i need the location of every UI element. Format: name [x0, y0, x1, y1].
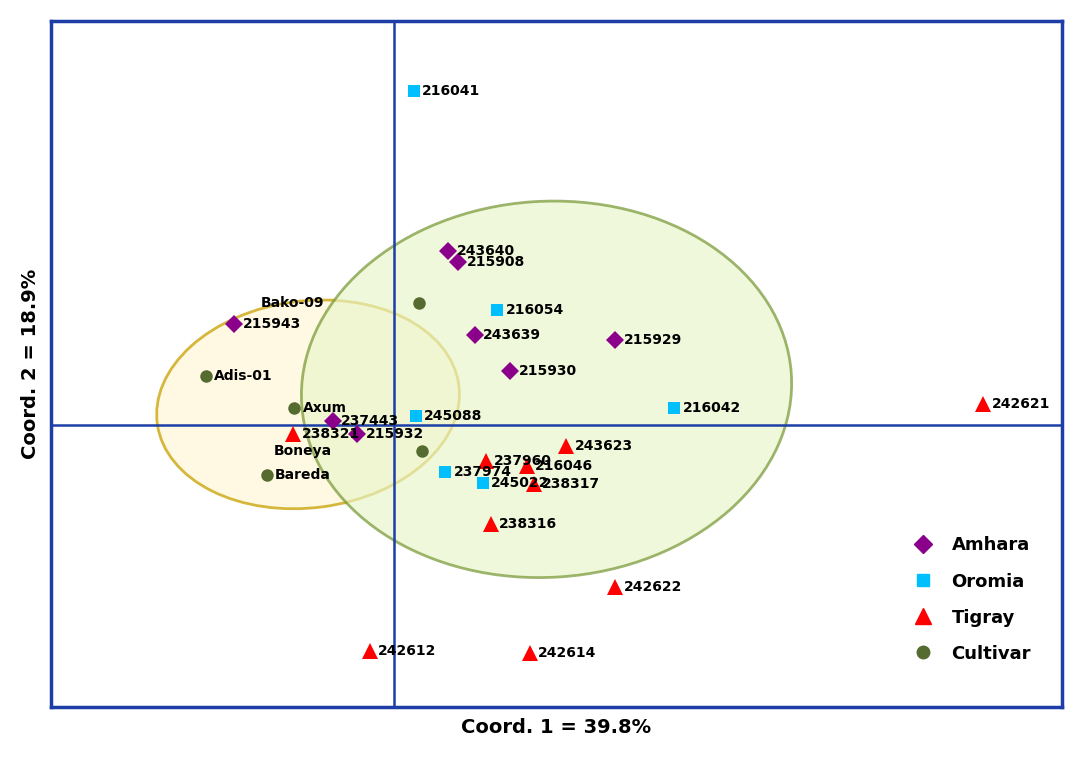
Legend: Amhara, Oromia, Tigray, Cultivar: Amhara, Oromia, Tigray, Cultivar [882, 515, 1053, 684]
Text: 215930: 215930 [518, 365, 577, 378]
Text: 215908: 215908 [466, 255, 525, 269]
Text: 216054: 216054 [506, 303, 564, 318]
Text: 216041: 216041 [423, 84, 480, 99]
Text: 237443: 237443 [340, 415, 399, 428]
Text: Axum: Axum [302, 401, 347, 415]
Text: Bareda: Bareda [275, 468, 331, 482]
Text: 238321: 238321 [301, 428, 360, 441]
Text: Adis-01: Adis-01 [215, 369, 273, 383]
Ellipse shape [301, 201, 791, 578]
Text: 238316: 238316 [499, 517, 557, 531]
Text: 216042: 216042 [683, 401, 740, 415]
Text: 215932: 215932 [365, 428, 424, 441]
Y-axis label: Coord. 2 = 18.9%: Coord. 2 = 18.9% [21, 269, 40, 459]
Text: 238317: 238317 [542, 478, 601, 491]
Text: 243640: 243640 [456, 244, 515, 258]
Text: 242621: 242621 [992, 397, 1050, 412]
Text: 242612: 242612 [378, 644, 437, 658]
Text: 237960: 237960 [494, 454, 552, 468]
Text: Bako-09: Bako-09 [261, 296, 324, 310]
Text: 237974: 237974 [454, 465, 512, 479]
Text: 216046: 216046 [535, 459, 593, 474]
Text: 242622: 242622 [623, 580, 682, 594]
X-axis label: Coord. 1 = 39.8%: Coord. 1 = 39.8% [462, 718, 651, 738]
Ellipse shape [157, 300, 460, 509]
Text: 245022: 245022 [491, 476, 550, 490]
Text: 243639: 243639 [483, 327, 541, 342]
Text: 243623: 243623 [575, 439, 633, 453]
Text: 242614: 242614 [538, 646, 596, 659]
Text: 215929: 215929 [623, 334, 682, 347]
Text: 245088: 245088 [424, 409, 482, 423]
Text: 215943: 215943 [243, 317, 301, 330]
Text: Boneya: Boneya [273, 444, 332, 459]
